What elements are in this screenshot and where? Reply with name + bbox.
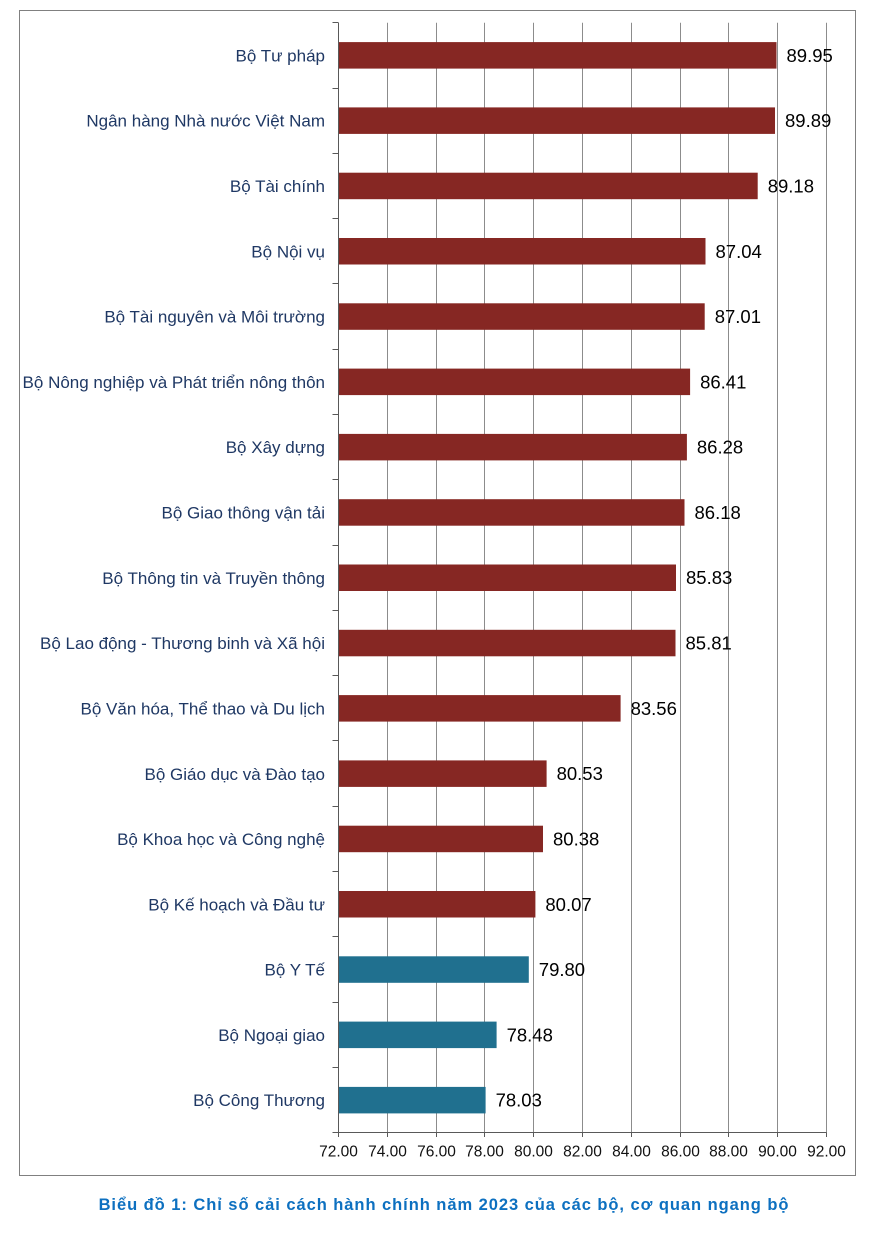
svg-text:Bộ Thông tin và Truyền thông: Bộ Thông tin và Truyền thông bbox=[102, 569, 325, 588]
svg-text:80.53: 80.53 bbox=[557, 763, 603, 784]
svg-text:80.00: 80.00 bbox=[514, 1144, 553, 1161]
svg-text:Bộ Tài nguyên và Môi trường: Bộ Tài nguyên và Môi trường bbox=[104, 308, 325, 327]
svg-text:82.00: 82.00 bbox=[563, 1144, 602, 1161]
svg-text:90.00: 90.00 bbox=[758, 1144, 797, 1161]
svg-text:78.48: 78.48 bbox=[507, 1024, 553, 1045]
svg-text:76.00: 76.00 bbox=[417, 1144, 456, 1161]
svg-text:Bộ Nông nghiệp và Phát triển n: Bộ Nông nghiệp và Phát triển nông thôn bbox=[23, 373, 325, 392]
svg-text:Bộ Công Thương: Bộ Công Thương bbox=[193, 1091, 325, 1110]
svg-text:74.00: 74.00 bbox=[368, 1144, 407, 1161]
svg-text:87.01: 87.01 bbox=[715, 306, 761, 327]
svg-text:80.38: 80.38 bbox=[553, 829, 599, 850]
svg-text:72.00: 72.00 bbox=[319, 1144, 358, 1161]
svg-text:85.81: 85.81 bbox=[686, 633, 732, 654]
svg-text:Bộ Tư pháp: Bộ Tư pháp bbox=[235, 46, 325, 65]
svg-text:Bộ Nội vụ: Bộ Nội vụ bbox=[251, 242, 325, 261]
svg-text:Bộ Kế hoạch và Đầu tư: Bộ Kế hoạch và Đầu tư bbox=[148, 895, 325, 914]
svg-text:85.83: 85.83 bbox=[686, 567, 732, 588]
svg-text:Bộ Tài chính: Bộ Tài chính bbox=[230, 177, 325, 196]
svg-text:Bộ Giao thông vận tải: Bộ Giao thông vận tải bbox=[161, 504, 325, 523]
svg-text:89.95: 89.95 bbox=[787, 45, 833, 66]
svg-text:Bộ Y Tế: Bộ Y Tế bbox=[265, 961, 326, 980]
svg-text:89.18: 89.18 bbox=[768, 175, 814, 196]
svg-text:Bộ Giáo dục và Đào tạo: Bộ Giáo dục và Đào tạo bbox=[144, 765, 325, 784]
svg-text:92.00: 92.00 bbox=[807, 1144, 846, 1161]
svg-text:86.28: 86.28 bbox=[697, 437, 743, 458]
svg-text:88.00: 88.00 bbox=[709, 1144, 748, 1161]
svg-text:86.41: 86.41 bbox=[700, 371, 746, 392]
svg-text:80.07: 80.07 bbox=[545, 894, 591, 915]
svg-text:89.89: 89.89 bbox=[785, 110, 831, 131]
svg-text:Bộ Ngoại giao: Bộ Ngoại giao bbox=[218, 1026, 325, 1045]
svg-text:Biểu đồ 1: Chỉ số cải cách hàn: Biểu đồ 1: Chỉ số cải cách hành chính nă… bbox=[99, 1196, 790, 1214]
svg-text:79.80: 79.80 bbox=[539, 959, 585, 980]
svg-text:Bộ Khoa học và Công nghệ: Bộ Khoa học và Công nghệ bbox=[117, 830, 325, 849]
svg-text:Ngân hàng Nhà nước Việt Nam: Ngân hàng Nhà nước Việt Nam bbox=[86, 112, 325, 131]
svg-text:87.04: 87.04 bbox=[716, 241, 762, 262]
svg-text:78.00: 78.00 bbox=[465, 1144, 504, 1161]
svg-text:86.00: 86.00 bbox=[661, 1144, 700, 1161]
svg-text:84.00: 84.00 bbox=[612, 1144, 651, 1161]
svg-text:Bộ Xây dựng: Bộ Xây dựng bbox=[226, 438, 325, 457]
svg-text:Bộ Lao động - Thương binh và X: Bộ Lao động - Thương binh và Xã hội bbox=[40, 634, 325, 653]
svg-text:Bộ Văn hóa, Thể thao và Du lịc: Bộ Văn hóa, Thể thao và Du lịch bbox=[81, 700, 325, 719]
svg-text:83.56: 83.56 bbox=[631, 698, 677, 719]
svg-text:78.03: 78.03 bbox=[496, 1090, 542, 1111]
svg-text:86.18: 86.18 bbox=[695, 502, 741, 523]
